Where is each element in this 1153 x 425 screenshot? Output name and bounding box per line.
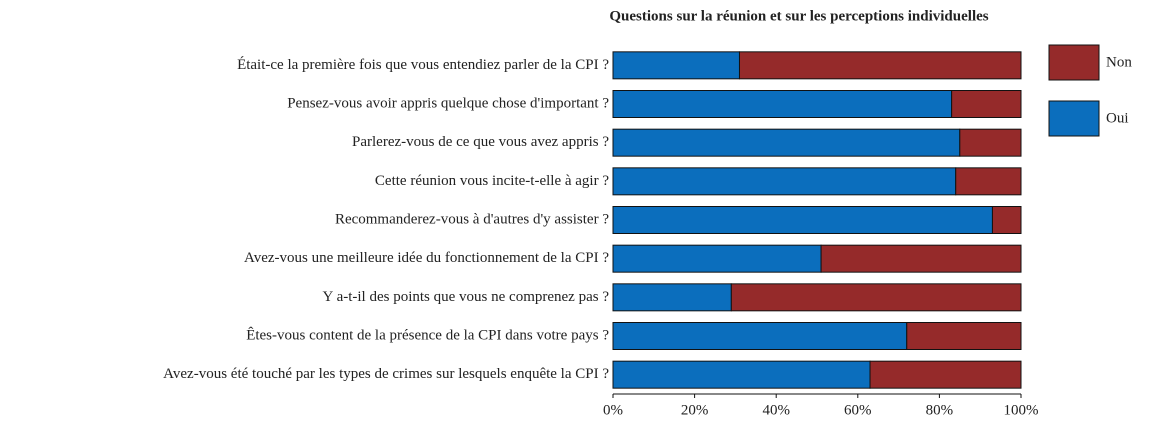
bar-segment [612,128,961,157]
y-tick-label: Avez-vous été touché par les types de cr… [163,366,609,382]
legend-label: Non [1106,54,1132,70]
bar-segment [820,244,1022,273]
legend-swatch [1048,44,1100,81]
x-tick-label: 80% [926,402,954,418]
bar-segment [612,90,953,118]
x-tick-label: 100% [1004,402,1039,418]
legend-swatch [1048,100,1100,137]
bar-segment [738,51,1022,80]
bar-segment [955,167,1022,196]
bar-segment [612,360,871,389]
bar-segment [612,244,822,273]
bar-segment [612,322,908,350]
bar-segment [951,90,1022,118]
y-tick-label: Êtes-vous content de la présence de la C… [246,326,609,343]
y-tick-label: Était-ce la première fois que vous enten… [237,56,609,73]
bar-segment [730,283,1022,312]
x-tick-label: 20% [681,402,709,418]
chart-title: Questions sur la réunion et sur les perc… [609,8,988,24]
x-tick-label: 40% [762,402,790,418]
bar-segment [612,167,957,196]
bar-segment [991,206,1022,234]
bar-segment [906,322,1022,350]
x-tick-label: 0% [603,402,623,418]
legend-label: Oui [1106,110,1129,126]
bar-segment [612,206,993,234]
bar-segment [612,51,740,80]
y-tick-label: Parlerez-vous de ce que vous avez appris… [352,134,609,150]
y-tick-label: Recommanderez-vous à d'autres d'y assist… [335,211,609,227]
bar-segment [959,128,1022,157]
y-tick-label: Cette réunion vous incite-t-elle à agir … [375,173,609,189]
bar-segment [612,283,732,312]
y-tick-label: Pensez-vous avoir appris quelque chose d… [287,95,609,111]
bar-segment [869,360,1022,389]
x-tick-label: 60% [844,402,872,418]
y-tick-label: Y a-t-il des points que vous ne comprene… [323,289,610,305]
y-tick-label: Avez-vous une meilleure idée du fonction… [244,250,609,266]
